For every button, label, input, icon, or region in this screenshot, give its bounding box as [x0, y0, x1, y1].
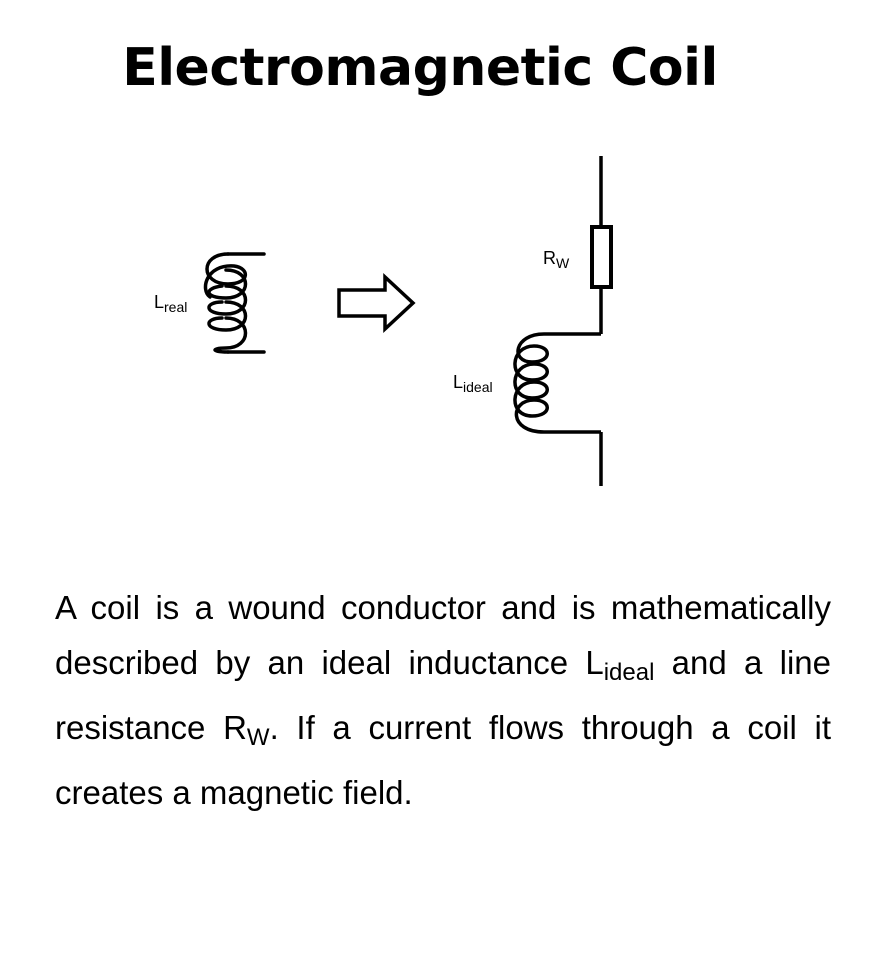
resistor-label: RW — [543, 248, 570, 271]
real-coil-label: Lreal — [154, 292, 188, 315]
description-paragraph: A coil is a wound conductor and is mathe… — [55, 589, 832, 811]
page-title: Electromagnetic Coil — [122, 38, 718, 98]
ideal-coil-label: Lideal — [453, 372, 493, 395]
right-hollow-arrow-icon — [337, 272, 416, 334]
coil-diagram — [203, 156, 613, 486]
ideal-coil-symbol — [513, 332, 549, 434]
real-coil-symbol — [203, 252, 266, 354]
ideal-circuit — [513, 156, 613, 486]
resistor-symbol — [590, 225, 613, 289]
